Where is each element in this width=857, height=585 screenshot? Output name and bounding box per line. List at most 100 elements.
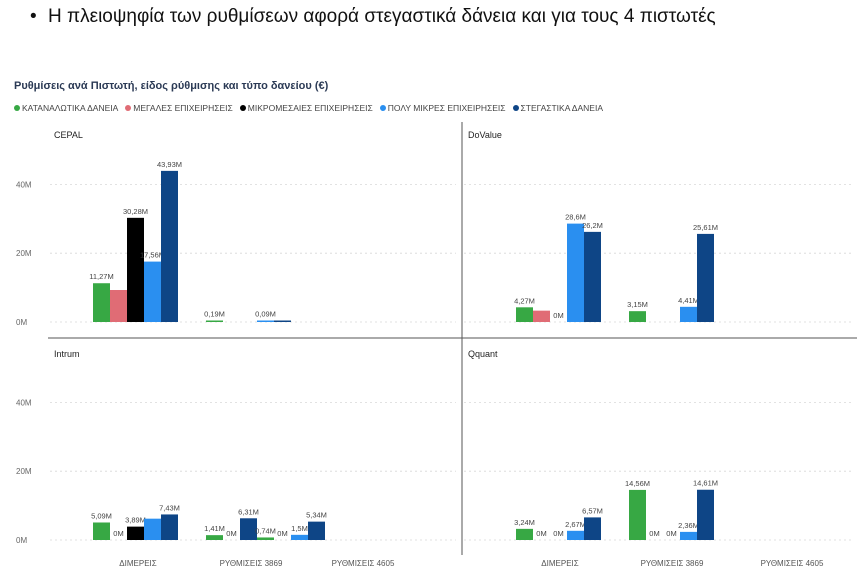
bar [584,517,601,540]
bar [516,528,533,540]
data-label: 0M [666,529,676,538]
y-tick-label: 0M [16,536,27,545]
y-tick-label: 0M [16,318,27,327]
x-tick-label: ΡΥΘΜΙΣΕΙΣ 4605 [332,559,395,568]
bar [127,526,144,540]
legend-label: ΜΙΚΡΟΜΕΣΑΙΕΣ ΕΠΙΧΕΙΡΗΣΕΙΣ [247,103,373,113]
data-label: 7,43M [159,503,180,512]
data-label: 0M [226,529,236,538]
data-label: 6,31M [238,507,259,516]
chart-legend: ΚΑΤΑΝΑΛΩΤΙΚΑ ΔΑΝΕΙΑ ΜΕΓΑΛΕΣ ΕΠΙΧΕΙΡΗΣΕΙΣ Μ… [14,103,603,113]
data-label: 3,24M [514,518,535,527]
x-tick-label: ΡΥΘΜΙΣΕΙΣ 3869 [641,559,704,568]
x-tick-label: ΔΙΜΕΡΕΙΣ [119,559,156,568]
bar [567,223,584,322]
legend-item[interactable]: ΠΟΛΥ ΜΙΚΡΕΣ ΕΠΙΧΕΙΡΗΣΕΙΣ [379,103,506,113]
y-tick-label: 20M [16,249,32,258]
data-label: 25,61M [693,223,718,232]
data-label: 0M [649,529,659,538]
data-label: 26,2M [582,221,603,230]
legend-label: ΣΤΕΓΑΣΤΙΚΑ ΔΑΝΕΙΑ [520,103,603,113]
data-label: 1,5M [291,524,308,533]
data-label: 0M [277,529,287,538]
x-tick-label: ΡΥΘΜΙΣΕΙΣ 3869 [220,559,283,568]
bar [93,522,110,540]
panel-title: Intrum [54,349,80,359]
bar [584,231,601,322]
data-label: 14,61M [693,479,718,488]
bar [533,310,550,322]
legend-swatch-icon [125,105,132,111]
legend-label: ΠΟΛΥ ΜΙΚΡΕΣ ΕΠΙΧΕΙΡΗΣΕΙΣ [387,103,506,113]
bar [567,530,584,540]
data-label: 0,09M [255,310,276,319]
data-label: 28,6M [565,213,586,222]
bar [697,233,714,322]
data-label: 17,56M [140,251,165,260]
legend-label: ΜΕΓΑΛΕΣ ΕΠΙΧΕΙΡΗΣΕΙΣ [133,103,233,113]
x-tick-label: ΡΥΘΜΙΣΕΙΣ 4605 [761,559,824,568]
bar [629,311,646,322]
legend-item[interactable]: ΚΑΤΑΝΑΛΩΤΙΚΑ ΔΑΝΕΙΑ [14,103,118,113]
bar [161,514,178,540]
data-label: 3,89M [125,516,146,525]
bar [680,531,697,540]
bar [257,320,274,322]
y-tick-label: 40M [16,180,32,189]
data-label: 0M [536,529,546,538]
chart-title: Ρυθμίσεις ανά Πιστωτή, είδος ρύθμισης κα… [14,80,329,92]
bar [161,170,178,322]
bar [274,320,291,322]
data-label: 0M [113,529,123,538]
bar [516,307,533,322]
y-tick-label: 20M [16,467,32,476]
data-label: 4,27M [514,296,535,305]
bar [257,537,274,540]
bar [144,518,161,540]
data-label: 0,19M [204,310,225,319]
bar [127,217,144,322]
legend-item[interactable]: ΜΕΓΑΛΕΣ ΕΠΙΧΕΙΡΗΣΕΙΣ [125,103,233,113]
legend-swatch-icon [239,105,246,111]
panel-title: Qquant [468,349,498,359]
bullet-point: • Η πλειοψηφία των ρυθμίσεων αφορά στεγασ… [30,6,716,28]
data-label: 14,56M [625,479,650,488]
bar [93,283,110,322]
legend-item[interactable]: ΣΤΕΓΑΣΤΙΚΑ ΔΑΝΕΙΑ [512,103,603,113]
data-label: 5,34M [306,511,327,520]
bar [629,489,646,540]
bar [240,518,257,540]
legend-label: ΚΑΤΑΝΑΛΩΤΙΚΑ ΔΑΝΕΙΑ [22,103,119,113]
x-tick-label: ΔΙΜΕΡΕΙΣ [541,559,578,568]
data-label: 0M [553,529,563,538]
legend-swatch-icon [512,105,519,111]
data-label: 11,27M [89,272,113,281]
bar [308,521,325,540]
data-label: 2,36M [678,521,699,530]
data-label: 0M [553,311,563,320]
y-tick-label: 40M [16,398,32,407]
data-label: 2,67M [565,520,586,529]
legend-swatch-icon [14,105,20,111]
data-label: 6,57M [582,506,603,515]
data-label: 30,28M [123,207,148,216]
data-label: 3,15M [627,300,648,309]
data-label: 1,41M [204,524,225,533]
bar [206,535,223,540]
data-label: 4,41M [678,296,699,305]
bullet-text: Η πλειοψηφία των ρυθμίσεων αφορά στεγαστ… [48,6,716,27]
bar [291,534,308,540]
legend-item[interactable]: ΜΙΚΡΟΜΕΣΑΙΕΣ ΕΠΙΧΕΙΡΗΣΕΙΣ [239,103,373,113]
bullet-icon: • [30,6,37,27]
panel-title: DoValue [468,130,502,140]
data-label: 5,09M [91,511,112,520]
data-label: 0,74M [255,526,276,535]
panel-title: CEPAL [54,130,83,140]
data-label: 43,93M [157,160,182,169]
bar [680,306,697,322]
bar [206,320,223,322]
bar [144,261,161,322]
bar [697,489,714,540]
legend-swatch-icon [379,105,386,111]
